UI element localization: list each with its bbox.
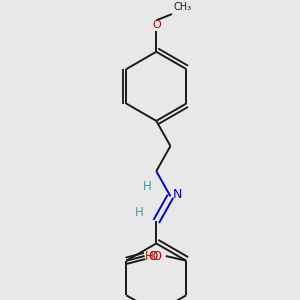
Text: O: O: [152, 20, 161, 30]
Text: H: H: [142, 180, 151, 194]
Text: CH₃: CH₃: [174, 2, 192, 13]
Text: H: H: [135, 206, 143, 218]
Text: O: O: [148, 250, 158, 262]
Text: HO: HO: [145, 250, 163, 262]
Text: N: N: [173, 188, 182, 201]
